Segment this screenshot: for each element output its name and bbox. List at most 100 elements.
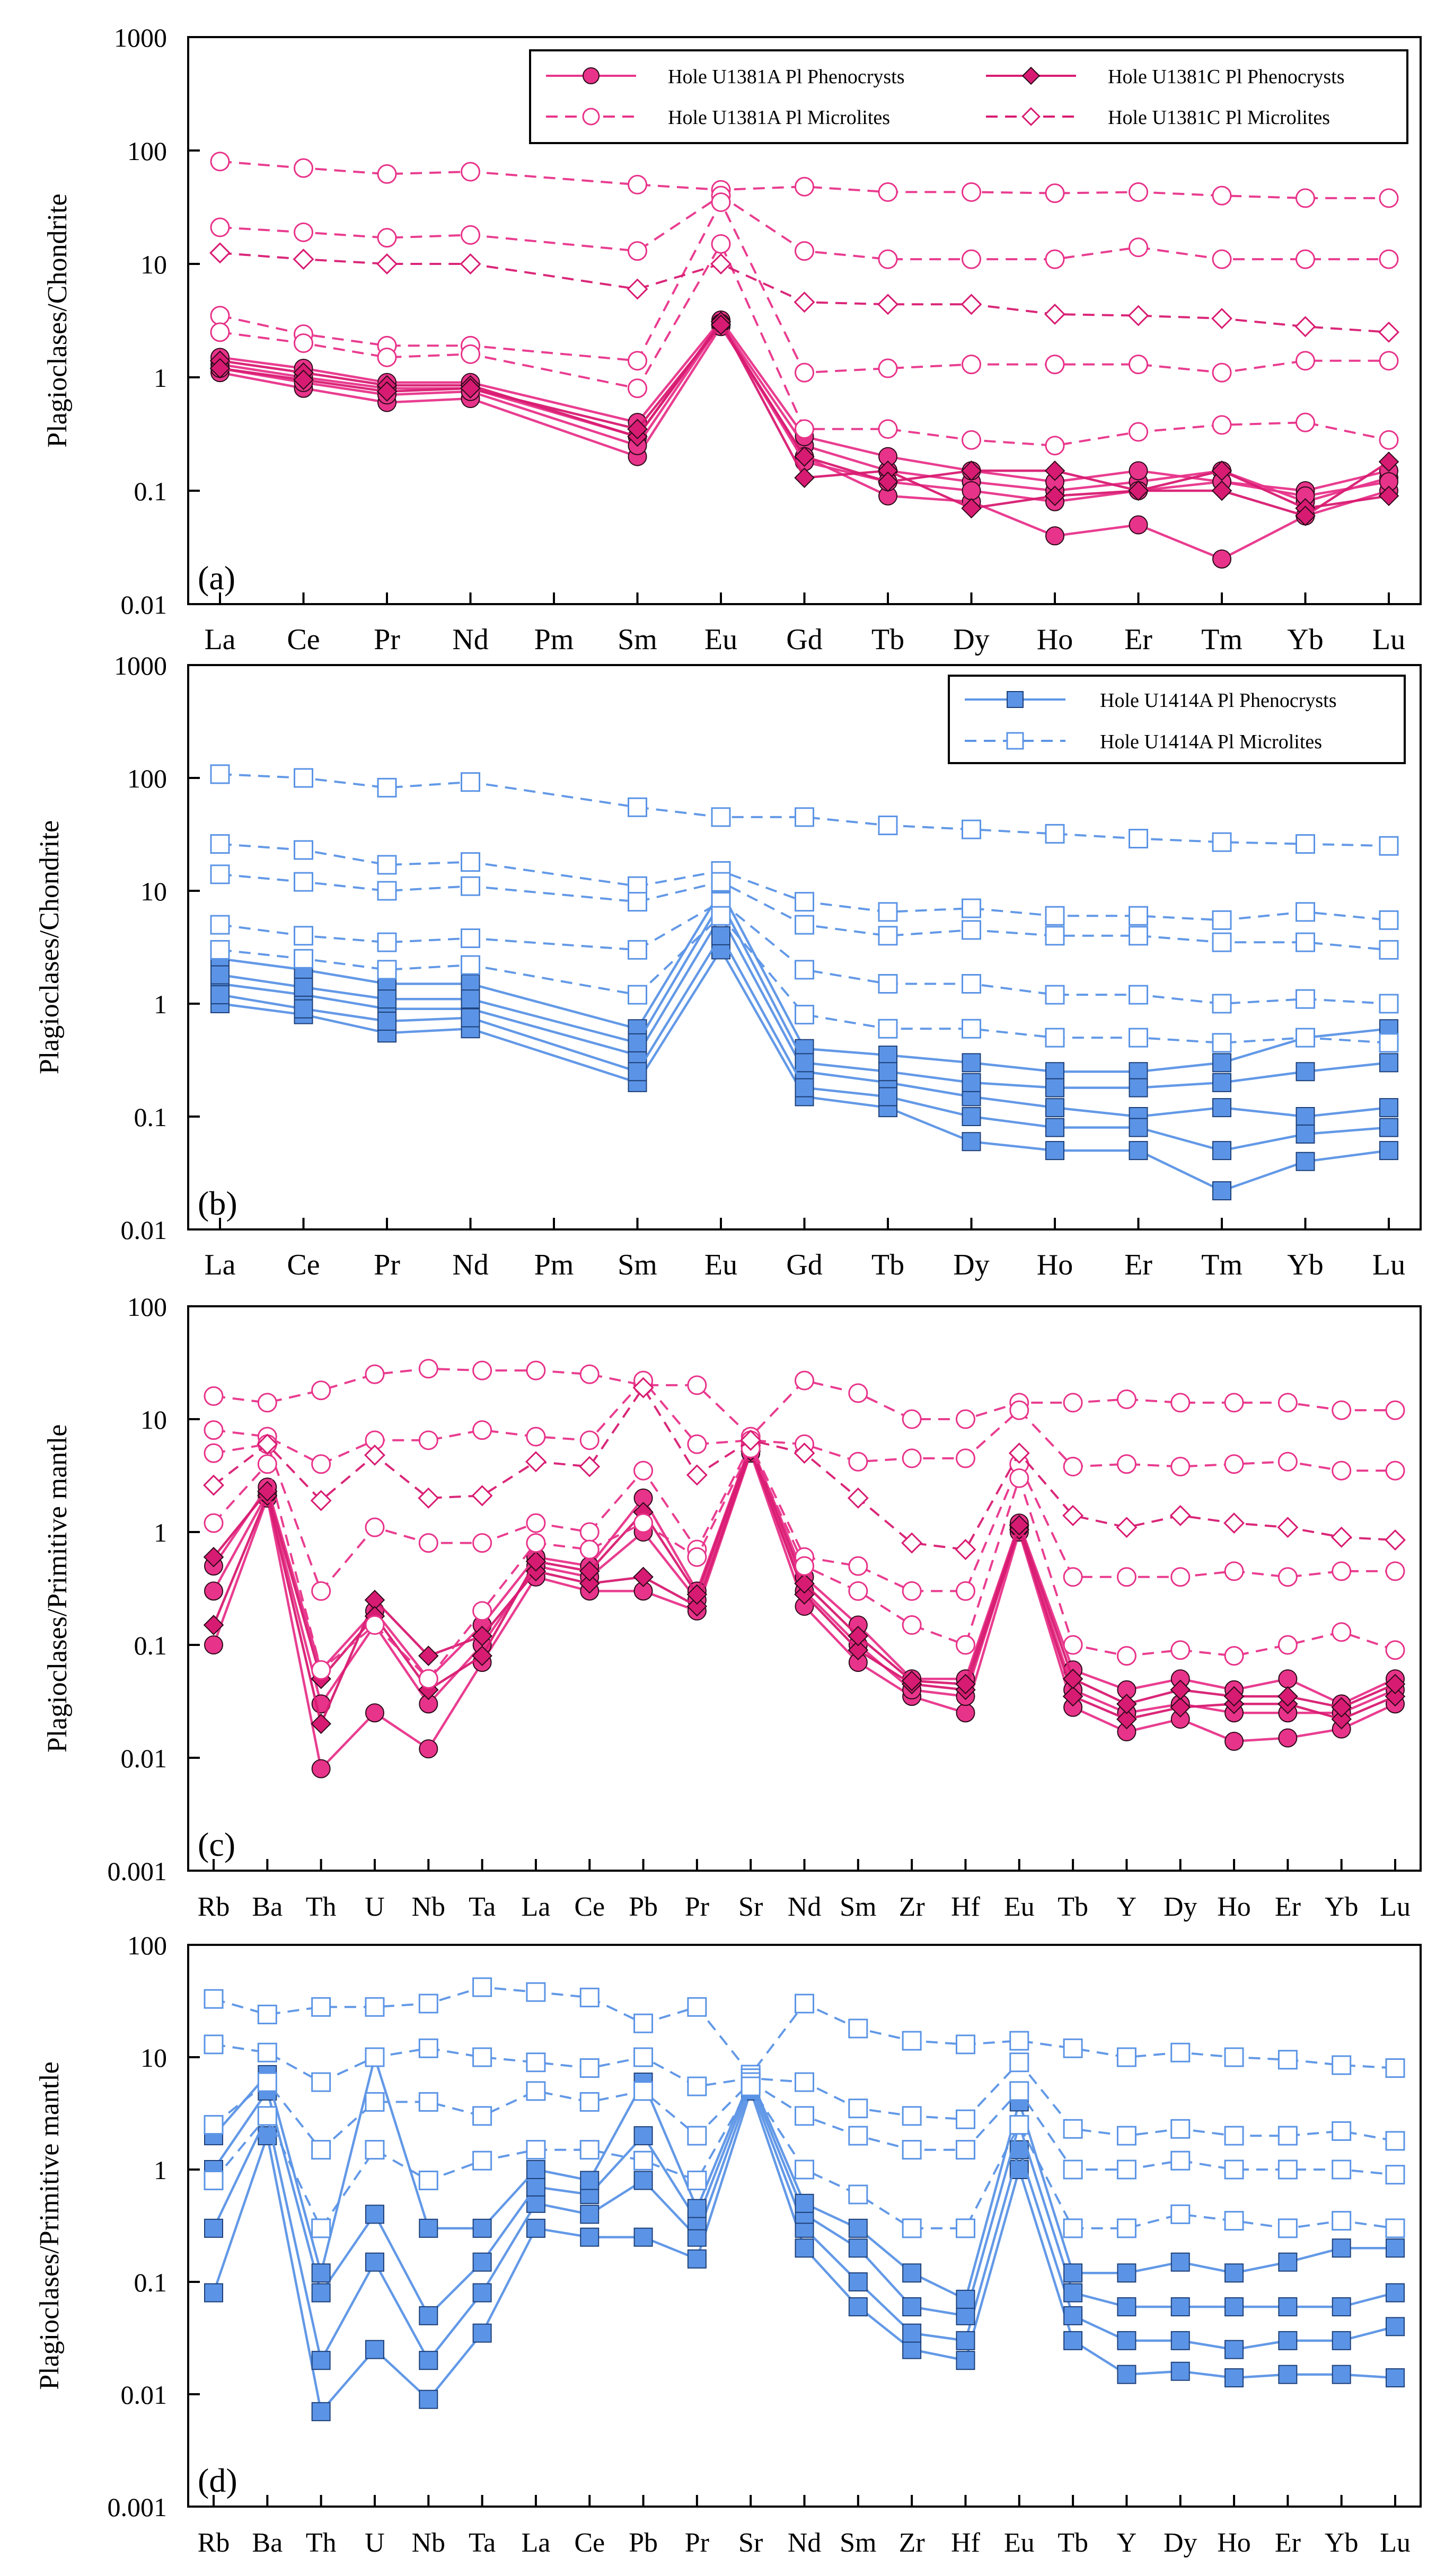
data-point: [210, 965, 230, 985]
series-line: [213, 1385, 1396, 1551]
data-point: [579, 1561, 600, 1582]
data-point: [962, 1019, 981, 1039]
data-point: [1045, 985, 1065, 1005]
data-point: [1385, 1460, 1405, 1481]
data-point: [1129, 422, 1148, 442]
data-point: [878, 926, 898, 946]
data-point: [962, 920, 981, 940]
data-point: [687, 1434, 707, 1454]
series-2: [210, 764, 1399, 1053]
data-point: [579, 1539, 600, 1560]
x-tick-label: Eu: [704, 623, 737, 656]
data-point: [461, 344, 480, 364]
legend-marker: [1007, 691, 1024, 708]
data-point: [1385, 1686, 1406, 1707]
data-point: [627, 419, 648, 439]
data-point: [795, 2106, 814, 2126]
data-point: [471, 1485, 493, 1507]
data-point: [461, 772, 480, 792]
data-point: [204, 1989, 224, 2009]
data-point: [955, 2109, 975, 2129]
data-point: [1045, 1098, 1064, 1118]
data-point: [365, 2047, 385, 2067]
data-point: [310, 1490, 332, 1511]
data-point: [1224, 1646, 1244, 1666]
data-point: [311, 2402, 331, 2421]
data-point: [794, 1442, 815, 1464]
data-point: [1116, 2126, 1136, 2146]
data-point: [740, 1429, 762, 1451]
y-tick-label: 0.01: [121, 590, 168, 619]
data-point: [1170, 2361, 1190, 2381]
panel-3: 100 10 1 0.1 0.01 0.001 Rb Ba Th U Nb Ta La Ce Pb Pr Sr N…: [42, 1292, 1422, 1922]
data-point: [377, 1011, 397, 1031]
data-point: [687, 2126, 707, 2146]
data-point: [628, 351, 647, 371]
panel-label: (c): [198, 1826, 235, 1863]
x-tick-label: Pr: [374, 623, 400, 656]
data-point: [962, 430, 981, 450]
data-point: [741, 2076, 761, 2096]
panel-4: 100 10 1 0.1 0.01 0.001 Rb Ba Th U Nb Ta La Ce Pb Pr Sr N…: [34, 1931, 1422, 2558]
y-tick-label: 100: [127, 1931, 167, 1960]
legend-marker: [583, 67, 600, 84]
x-tick-label: Ta: [469, 1892, 496, 1922]
data-point: [210, 940, 230, 960]
data-point: [955, 1539, 976, 1560]
data-point: [848, 2019, 868, 2039]
data-point: [1008, 1442, 1030, 1464]
data-point: [1128, 480, 1149, 501]
y-tick-label: 0.1: [134, 2268, 168, 2297]
data-point: [1045, 436, 1065, 456]
data-point: [1294, 316, 1316, 338]
data-point: [1129, 1118, 1148, 1137]
data-point: [419, 2218, 438, 2238]
data-point: [1117, 2263, 1136, 2283]
data-point: [1379, 1033, 1399, 1053]
data-point: [1332, 2211, 1352, 2231]
data-point: [1332, 1400, 1352, 1420]
data-point: [962, 819, 981, 839]
data-point: [210, 322, 230, 342]
data-point: [460, 378, 481, 399]
x-tick-label: Dy: [953, 1249, 989, 1281]
data-point: [418, 2171, 438, 2191]
data-point: [1170, 2119, 1191, 2139]
data-point: [1277, 1451, 1298, 1472]
panel-2: 1000 100 10 1 0.1 0.01 La Ce Pr Nd Pm Sm Eu Gd Tb Dy Ho E…: [34, 651, 1422, 1281]
data-point: [365, 2092, 385, 2112]
data-point: [1332, 2365, 1351, 2384]
data-point: [1063, 2283, 1083, 2303]
legend-marker: [1021, 66, 1041, 85]
data-point: [795, 2238, 814, 2258]
data-point: [1278, 1669, 1298, 1689]
data-point: [956, 2331, 975, 2350]
data-point: [377, 932, 397, 952]
series-line: [219, 899, 1389, 1089]
data-point: [1116, 1709, 1137, 1730]
data-point: [1170, 1640, 1191, 1660]
data-point: [1296, 249, 1315, 269]
legend: Hole U1381A Pl Phenocrysts Hole U1381C Pl…: [529, 49, 1408, 144]
data-point: [902, 2340, 922, 2359]
data-point: [204, 2283, 223, 2303]
x-tick-label: Rb: [198, 2528, 230, 2558]
data-point: [311, 2072, 331, 2092]
x-tick-label: Er: [1275, 2528, 1301, 2558]
data-point: [1129, 829, 1148, 849]
data-point: [257, 2004, 277, 2024]
x-tick-label: Dy: [953, 623, 989, 656]
data-point: [1296, 834, 1315, 854]
data-point: [1277, 1393, 1298, 1413]
data-point: [1045, 926, 1065, 946]
data-point: [1045, 1078, 1064, 1097]
data-point: [472, 2150, 492, 2171]
data-point: [1044, 303, 1065, 325]
y-tick-label: 1: [154, 1518, 167, 1547]
data-point: [962, 1132, 981, 1152]
data-point: [1277, 2159, 1298, 2180]
x-tick-label: Lu: [1372, 623, 1405, 656]
data-point: [311, 1759, 331, 1778]
data-point: [902, 2031, 922, 2051]
data-point: [418, 1994, 438, 2014]
